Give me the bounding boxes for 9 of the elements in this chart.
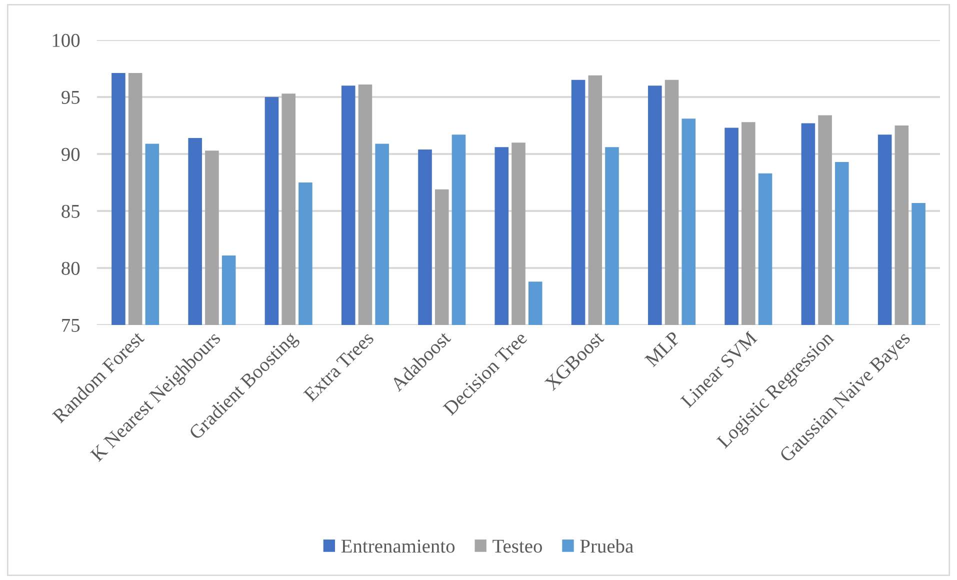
y-tick-label: 90 (62, 148, 80, 161)
legend-label: Entrenamiento (341, 540, 455, 553)
y-tick-label: 100 (52, 34, 80, 47)
legend-label: Prueba (580, 539, 634, 553)
y-tick-label: 75 (62, 319, 80, 332)
legend-label: Testeo (492, 540, 542, 553)
y-tick-label: 95 (62, 90, 80, 104)
y-tick-label: 85 (62, 204, 80, 218)
y-tick-label: 80 (62, 262, 80, 275)
